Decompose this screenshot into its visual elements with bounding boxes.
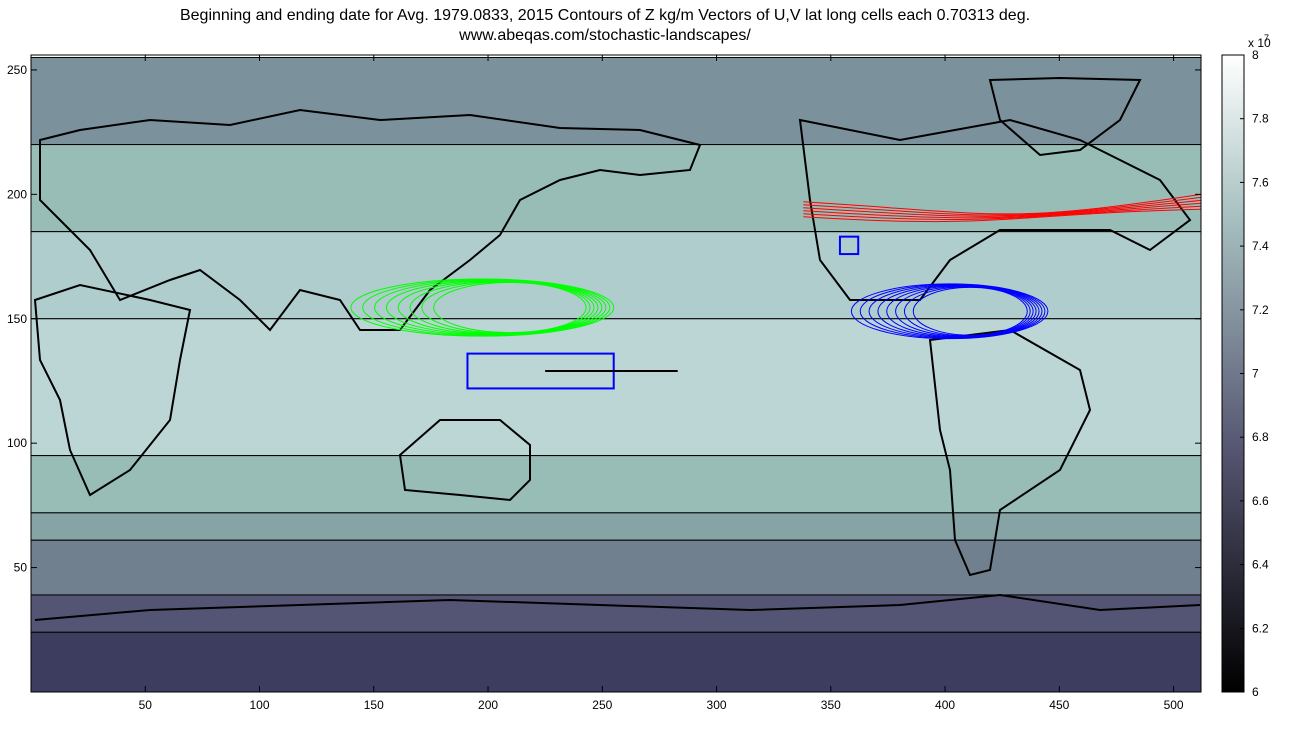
colorbar-axis: 6 6.2 6.4 6.6 6.8 7 7.2 7.4 7.6 7.8 8 bbox=[1240, 48, 1269, 699]
x-tick-label: 100 bbox=[250, 698, 270, 712]
contour-band bbox=[31, 594, 1201, 633]
green-trajectory-loop bbox=[409, 281, 595, 335]
blue-trajectory-loop bbox=[886, 285, 1037, 338]
red-trajectory-line bbox=[803, 199, 1201, 217]
colorbar-tick-label: 6.8 bbox=[1252, 430, 1269, 444]
south-america-coast bbox=[928, 328, 1092, 577]
colorbar-tick-label: 6.4 bbox=[1252, 558, 1269, 572]
blue-trajectory-loop bbox=[868, 284, 1043, 339]
green-trajectory-loop bbox=[433, 282, 587, 334]
blue-trajectory-loop bbox=[877, 284, 1040, 338]
y-tick-label: 150 bbox=[7, 312, 27, 326]
y-tick-label: 100 bbox=[7, 436, 27, 450]
eurasia-coast bbox=[39, 108, 702, 332]
colorbar-tick-label: 7 bbox=[1252, 367, 1259, 381]
green-trajectory-loop bbox=[397, 280, 599, 335]
contour-bands bbox=[31, 56, 1201, 692]
x-tick-label: 400 bbox=[935, 698, 955, 712]
green-trajectory-loop bbox=[385, 279, 603, 336]
colorbar-tick-label: 7.2 bbox=[1252, 303, 1269, 317]
y-tick-label: 200 bbox=[7, 187, 27, 201]
red-trajectory-line bbox=[803, 193, 1201, 215]
colorbar-tick-label: 6 bbox=[1252, 685, 1259, 699]
x-tick-label: 450 bbox=[1049, 698, 1069, 712]
north-america-coast bbox=[798, 118, 1192, 301]
colorbar-tick-label: 6.6 bbox=[1252, 494, 1269, 508]
chart-subtitle: www.abeqas.com/stochastic-landscapes/ bbox=[459, 27, 751, 44]
x-axis: 50 100 150 200 250 300 350 400 450 500 bbox=[139, 55, 1184, 712]
x-tick-label: 300 bbox=[707, 698, 727, 712]
red-trajectory-line bbox=[803, 196, 1201, 216]
blue-trajectory-loop bbox=[895, 285, 1034, 337]
contour-band bbox=[31, 455, 1201, 514]
colorbar-tick-label: 7.6 bbox=[1252, 175, 1269, 189]
africa-coast bbox=[33, 283, 192, 497]
contour-band bbox=[31, 539, 1201, 596]
contour-band bbox=[31, 56, 1201, 146]
green-trajectory-loop bbox=[362, 278, 611, 337]
blue-trajectory-loop bbox=[859, 283, 1046, 339]
y-tick-label: 250 bbox=[7, 63, 27, 77]
colorbar-exponent-label: x 10 bbox=[1248, 36, 1271, 50]
contour-band bbox=[31, 144, 1201, 233]
colorbar-tick-label: 6.2 bbox=[1252, 621, 1269, 635]
continent-outlines bbox=[33, 76, 1201, 621]
contour-band bbox=[31, 231, 1201, 320]
colorbar-exponent: 7 bbox=[1264, 33, 1269, 43]
greenland-coast bbox=[988, 76, 1142, 157]
blue-trajectory-loop bbox=[912, 286, 1028, 336]
x-tick-label: 150 bbox=[364, 698, 384, 712]
blue-box-small bbox=[838, 235, 860, 256]
plot-frame bbox=[30, 54, 1202, 693]
colorbar-tick-label: 7.8 bbox=[1252, 112, 1269, 126]
contour-band bbox=[31, 512, 1201, 541]
colorbar-tick-label: 7.4 bbox=[1252, 239, 1269, 253]
y-tick-label: 50 bbox=[14, 561, 28, 575]
x-tick-label: 350 bbox=[821, 698, 841, 712]
chart-title: Beginning and ending date for Avg. 1979.… bbox=[179, 7, 1031, 24]
blue-trajectory-loop bbox=[850, 283, 1049, 340]
green-trajectory-loop bbox=[350, 278, 615, 337]
red-trajectory-line bbox=[803, 202, 1201, 219]
antarctica-coast bbox=[34, 593, 1201, 621]
contour-band bbox=[31, 318, 1201, 457]
green-trajectory-loop bbox=[421, 281, 591, 334]
x-tick-label: 50 bbox=[139, 698, 153, 712]
x-tick-label: 500 bbox=[1164, 698, 1184, 712]
colorbar-tick-label: 8 bbox=[1252, 48, 1259, 62]
y-axis: 50 100 150 200 250 bbox=[7, 63, 1201, 575]
x-tick-label: 200 bbox=[478, 698, 498, 712]
green-trajectory-loop bbox=[374, 279, 607, 336]
contour-band bbox=[31, 631, 1201, 692]
blue-trajectory-loop bbox=[903, 286, 1031, 337]
red-trajectory-line bbox=[803, 208, 1201, 223]
x-tick-label: 250 bbox=[592, 698, 612, 712]
australia-coast bbox=[398, 419, 531, 502]
red-trajectory-line bbox=[803, 205, 1201, 221]
vector-overlays bbox=[350, 193, 1201, 390]
